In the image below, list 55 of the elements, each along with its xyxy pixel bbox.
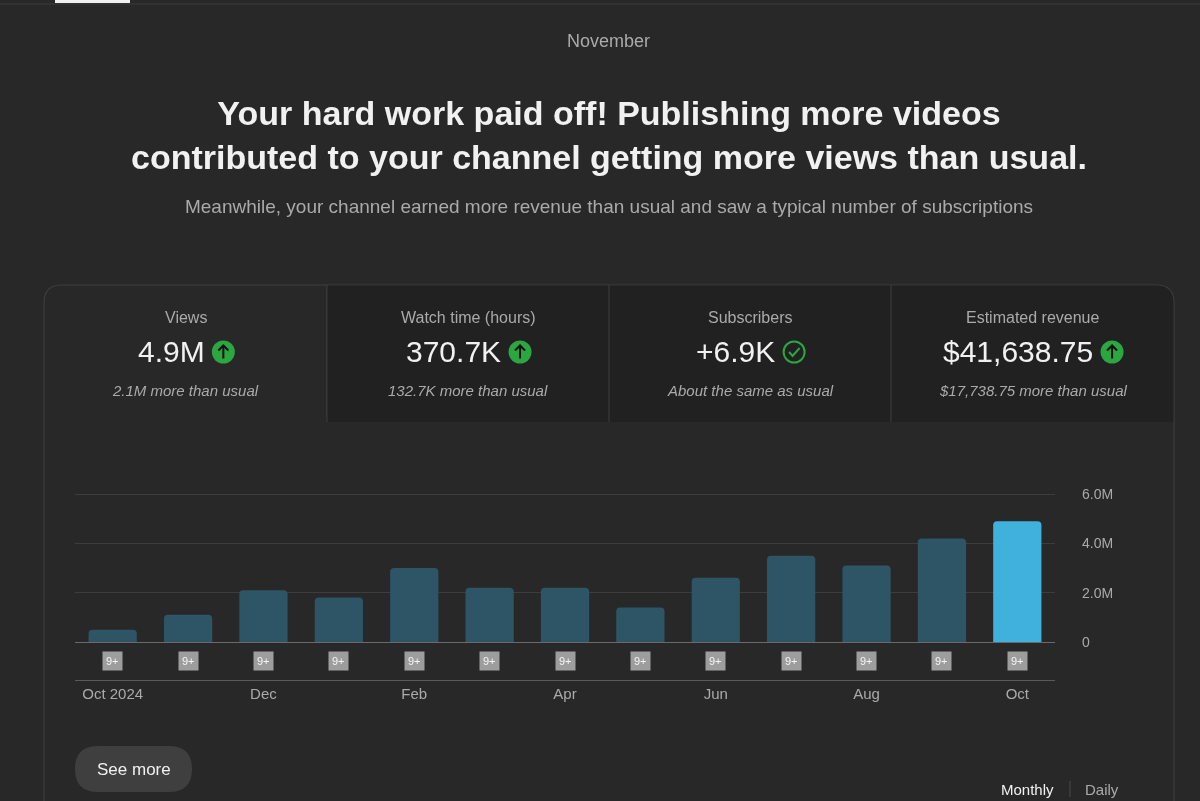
x-tick-label: Dec (250, 685, 278, 702)
text: Views (165, 309, 208, 326)
bar (88, 629, 137, 642)
text: 9+ (935, 655, 948, 667)
text: Monthly (1001, 781, 1055, 798)
y-tick-label: 0 (1082, 633, 1090, 650)
text: 9+ (559, 655, 572, 667)
bar (842, 565, 891, 642)
text: 9+ (634, 655, 647, 667)
bar (540, 587, 590, 642)
text: 4.9M (138, 335, 205, 368)
text: 9+ (106, 655, 119, 667)
chart-title: Your hard work paid off! Publishing more videos contributed to your channel getting more views than usual. (131, 94, 1087, 177)
text: $41,638.75 (943, 335, 1094, 368)
text: 9+ (785, 655, 798, 667)
y-tick-label: 4.0M (1082, 535, 1114, 552)
bar (390, 568, 439, 642)
x-tick-label: Feb (401, 685, 428, 702)
bar (917, 538, 967, 642)
x-tick-label: Apr (553, 685, 577, 702)
bar (239, 590, 288, 642)
text: Daily (1085, 781, 1119, 798)
text: Subscribers (708, 309, 793, 326)
x-tick-label: Aug (853, 685, 880, 702)
bar (767, 555, 816, 642)
text: 9+ (408, 655, 421, 667)
text: 9+ (709, 655, 722, 667)
text: 9+ (257, 655, 270, 667)
text: 9+ (483, 655, 496, 667)
chart-subtitle: Meanwhile, your channel earned more revenue than usual and saw a typical number of subscriptions (184, 196, 1034, 218)
bar (616, 607, 665, 642)
text: +6.9K (696, 335, 776, 368)
bar (993, 521, 1042, 642)
text: Estimated revenue (966, 309, 1100, 326)
text: 9+ (332, 655, 345, 667)
text: November (567, 31, 651, 51)
text: See more (97, 760, 171, 779)
text: 9+ (182, 655, 195, 667)
bar (691, 577, 740, 642)
x-tick-label: Jun (703, 685, 728, 702)
bar (314, 597, 363, 642)
text: 9+ (1011, 655, 1024, 667)
x-tick-label: Oct 2024 (82, 685, 144, 702)
text: 370.7K (406, 335, 502, 368)
x-tick-label: Oct (1005, 685, 1030, 702)
text: 2.1M more than usual (112, 382, 259, 399)
bar (163, 614, 213, 642)
text: 132.7K more than usual (388, 382, 548, 399)
text: About the same as usual (667, 382, 834, 399)
text: $17,738.75 more than usual (939, 382, 1128, 399)
bar (465, 587, 514, 642)
y-tick-label: 6.0M (1082, 485, 1114, 502)
y-tick-label: 2.0M (1082, 584, 1114, 601)
text: Watch time (hours) (401, 309, 536, 326)
text: 9+ (860, 655, 873, 667)
